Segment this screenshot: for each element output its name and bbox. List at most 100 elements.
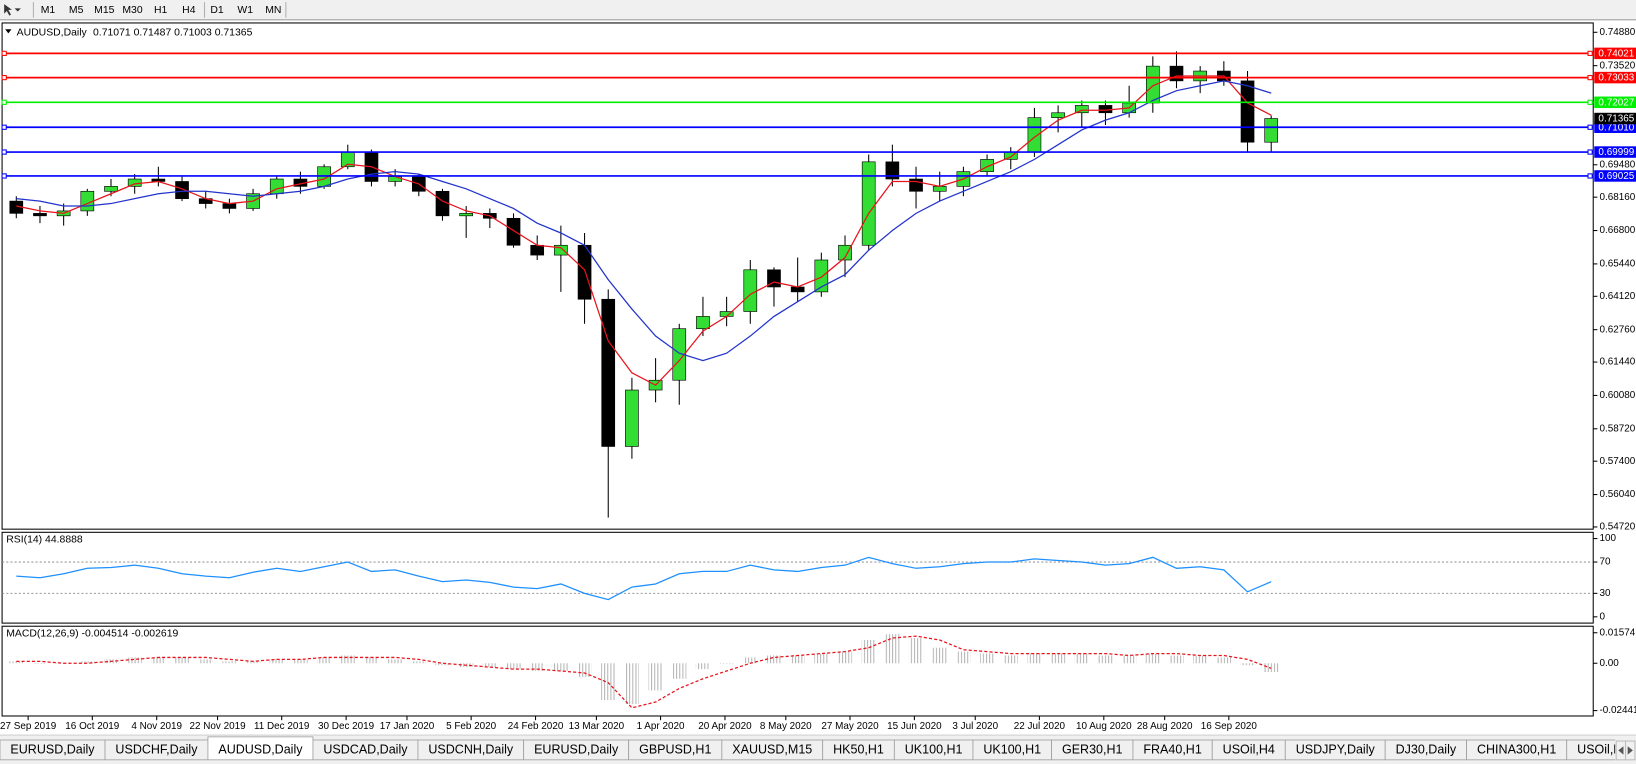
- y-tick-label: 0.65440: [1599, 259, 1635, 270]
- tab-label[interactable]: USOil,H: [1577, 743, 1622, 757]
- rsi-header: RSI(14) 44.8888: [6, 534, 83, 545]
- indicator-line: [16, 75, 1272, 386]
- tab-label[interactable]: FRA40,H1: [1143, 743, 1201, 757]
- macd-bar: [1122, 655, 1137, 664]
- macd-bar: [743, 657, 758, 664]
- macd-header: MACD(12,26,9) -0.004514 -0.002619: [6, 628, 178, 639]
- panel-candlestick: [9, 51, 1279, 518]
- candle-body: [222, 203, 237, 209]
- timeframe-label[interactable]: M5: [69, 5, 84, 16]
- level-tag-label: 0.69999: [1598, 147, 1634, 158]
- macd-bar: [222, 661, 237, 664]
- y-tick-label: 0.64120: [1599, 291, 1635, 302]
- level-tag-label: 0.74021: [1598, 49, 1634, 60]
- candle-body: [104, 186, 118, 192]
- macd-bar: [151, 657, 166, 664]
- indicator-line: [16, 80, 1272, 362]
- level-handle: [1, 99, 7, 105]
- timeframe-label[interactable]: M15: [94, 5, 114, 16]
- indicator-line: [16, 556, 1272, 601]
- tab-label[interactable]: AUDUSD,Daily: [218, 743, 303, 757]
- chart-header: AUDUSD,Daily 0.71071 0.71487 0.71003 0.71…: [17, 27, 253, 38]
- tab-label[interactable]: UK100,H1: [905, 743, 963, 757]
- x-tick-label: 1 Apr 2020: [637, 721, 685, 732]
- candle-body: [1169, 65, 1184, 82]
- macd-bar: [979, 653, 995, 664]
- macd-bar: [293, 659, 308, 664]
- macd-bar: [814, 653, 829, 664]
- tab-label[interactable]: XAUUSD,M15: [732, 743, 812, 757]
- timeframe-label[interactable]: M1: [41, 5, 56, 16]
- tab-label[interactable]: CHINA300,H1: [1477, 743, 1556, 757]
- cursor-icon[interactable]: [4, 4, 12, 16]
- tab-label[interactable]: HK50,H1: [833, 743, 884, 757]
- y-tick-label: 0.57400: [1599, 456, 1635, 467]
- tab-label[interactable]: DJ30,Daily: [1396, 743, 1457, 757]
- dropdown-arrow[interactable]: [14, 8, 21, 12]
- candle-body: [625, 389, 639, 447]
- tab-label[interactable]: UK100,H1: [983, 743, 1041, 757]
- candle-body: [1051, 112, 1065, 118]
- candle-body: [1240, 80, 1255, 143]
- timeframe-label[interactable]: M30: [122, 5, 142, 16]
- tab-label[interactable]: USDCHF,Daily: [115, 743, 198, 757]
- tab-label[interactable]: GBPUSD,H1: [639, 743, 711, 757]
- candle-body: [1027, 117, 1042, 153]
- y-tick-label: 0.54720: [1599, 522, 1635, 533]
- timeframe-label[interactable]: D1: [210, 5, 224, 16]
- toolbar: [0, 0, 1636, 20]
- macd-bar: [766, 655, 782, 664]
- x-tick-label: 16 Oct 2019: [65, 721, 119, 732]
- candle-body: [932, 186, 947, 192]
- level-handle: [1587, 173, 1593, 179]
- tab-label[interactable]: USDCAD,Daily: [323, 743, 408, 757]
- tab-label[interactable]: USDCNH,Daily: [428, 743, 514, 757]
- macd-bar: [1027, 653, 1042, 664]
- panel-frame: [1, 625, 1594, 717]
- level-tag-label: 0.69025: [1598, 171, 1634, 182]
- tab-label[interactable]: USDJPY,Daily: [1296, 743, 1376, 757]
- timeframe-label[interactable]: W1: [237, 5, 253, 16]
- quote: 0.71071 0.71487 0.71003 0.71365: [93, 27, 253, 38]
- scroll-left-arrow: [1618, 746, 1624, 755]
- y-tick-label: -0.024413: [1599, 705, 1636, 716]
- x-tick-label: 13 Mar 2020: [569, 721, 625, 732]
- timeframe-label[interactable]: H4: [182, 5, 196, 16]
- level-tag: [1594, 146, 1636, 158]
- tab-label[interactable]: GER30,H1: [1062, 743, 1123, 757]
- candle-body: [885, 161, 900, 180]
- tab-label[interactable]: USOil,H4: [1223, 743, 1275, 757]
- macd-bar: [932, 647, 947, 664]
- panel-line: [2, 556, 1594, 601]
- x-tick-label: 22 Jul 2020: [1014, 721, 1066, 732]
- level-tag: [1594, 96, 1636, 109]
- x-tick-label: 11 Dec 2019: [254, 721, 310, 732]
- panel-bar: [9, 634, 1279, 709]
- level-tag: [1594, 121, 1636, 133]
- tab-label[interactable]: EURUSD,Daily: [10, 743, 95, 757]
- x-tick-label: 15 Jun 2020: [887, 721, 942, 732]
- y-tick-label: 70: [1599, 557, 1611, 568]
- y-tick-label: 0.73520: [1599, 60, 1635, 71]
- timeframe-label[interactable]: H1: [154, 5, 168, 16]
- candle-body: [1098, 105, 1113, 114]
- macd-bar: [198, 659, 213, 664]
- x-tick-label: 24 Feb 2020: [508, 721, 564, 732]
- indicator-line: [16, 635, 1272, 709]
- macd-bar: [837, 651, 853, 664]
- macd-bar: [1193, 655, 1208, 664]
- tab[interactable]: [1566, 739, 1633, 761]
- macd-bar: [340, 655, 355, 664]
- timeframe-label[interactable]: MN: [265, 5, 281, 16]
- macd-bar: [364, 657, 379, 664]
- y-tick-label: 0.69480: [1599, 159, 1635, 170]
- candle-body: [861, 161, 876, 246]
- macd-bar: [316, 657, 332, 664]
- macd-bar: [245, 661, 261, 664]
- tab-label[interactable]: EURUSD,Daily: [534, 743, 619, 757]
- tabs: EURUSD,Daily USDCHF,Daily AUDUSD,Daily USDC…: [0, 736, 1633, 761]
- level-handle: [1, 74, 7, 81]
- macd-bar: [482, 663, 497, 668]
- macd-bar: [719, 663, 734, 664]
- level-handle: [1587, 124, 1593, 130]
